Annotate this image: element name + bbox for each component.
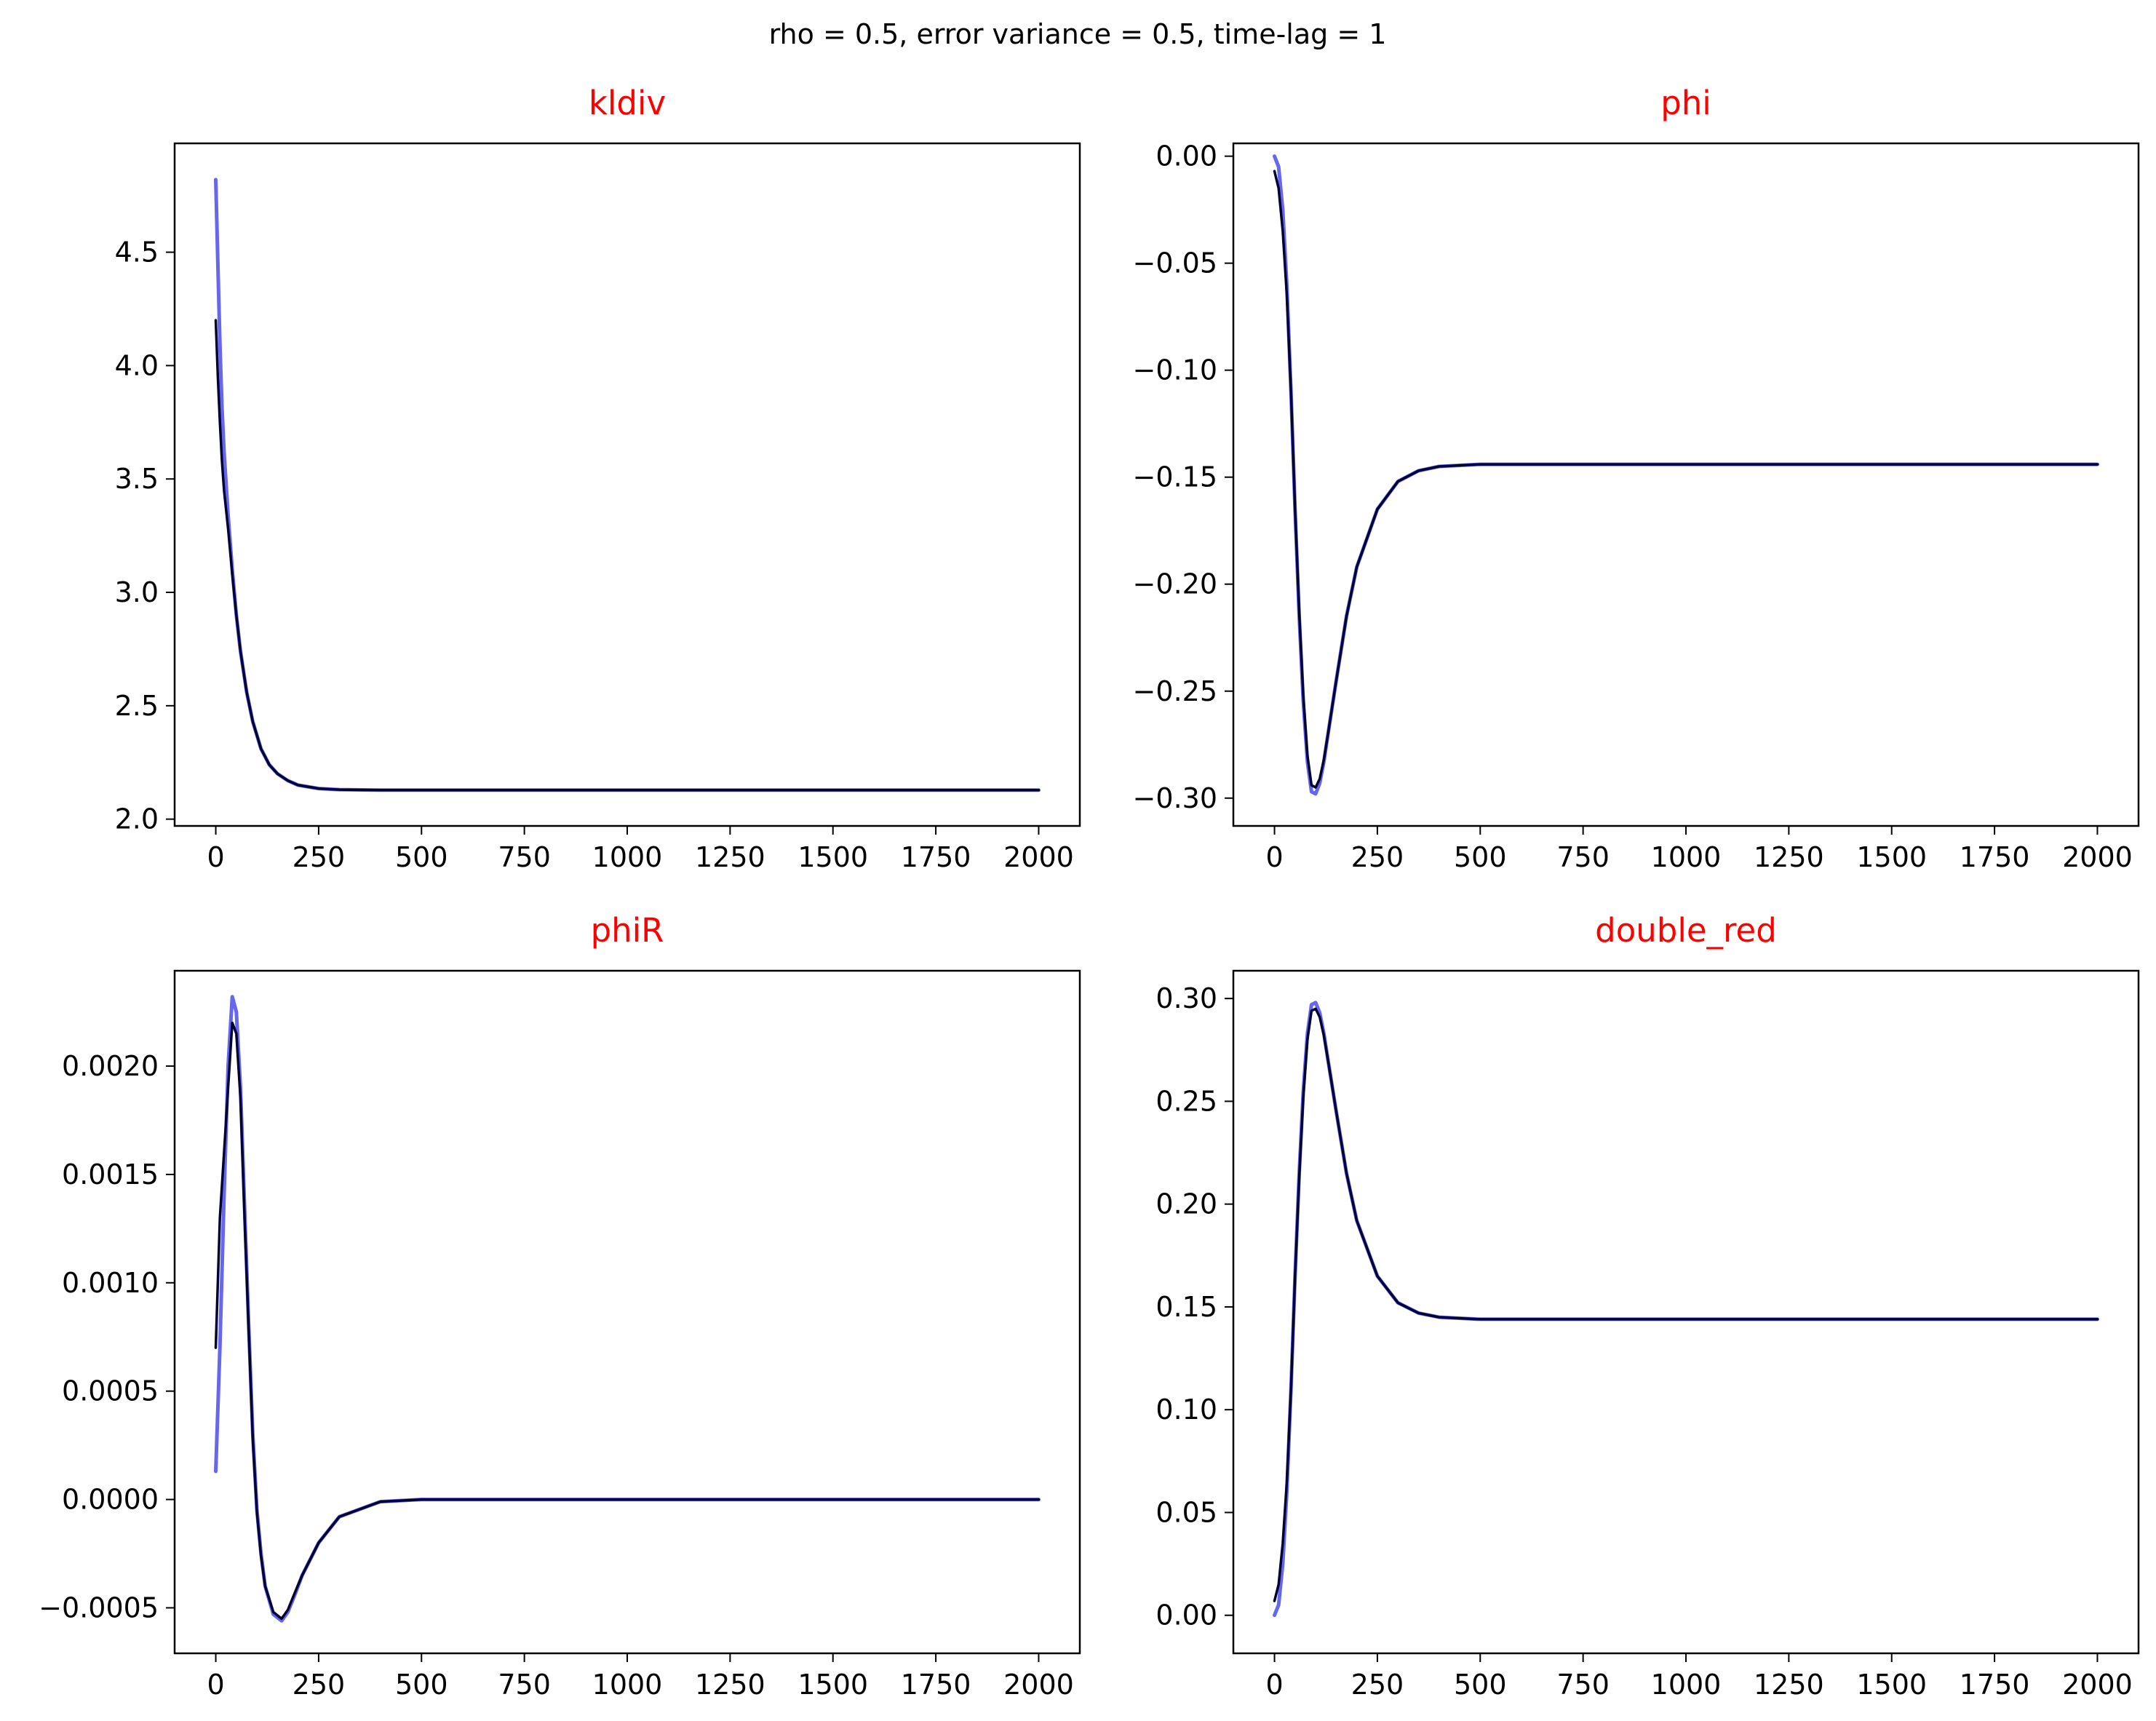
subplot-phiR: phiR 0 250 500 750 1000 1250 1500 1750 2000 −0.000…	[39, 911, 1081, 1701]
y-tick-label: −0.15	[1133, 461, 1217, 493]
x-tick-label: 0	[207, 1669, 224, 1701]
y-tick-label: −0.05	[1133, 247, 1217, 279]
x-tick-label: 1000	[592, 1669, 663, 1701]
series-line-2	[214, 319, 1041, 792]
x-tick-label: 1250	[1754, 841, 1824, 873]
y-tick-label: 0.00	[1155, 140, 1217, 172]
y-tick-label: 3.5	[115, 463, 159, 495]
x-tick-label: 1500	[1856, 1669, 1927, 1701]
x-tick-label: 1250	[695, 841, 765, 873]
y-tick-label: 4.5	[115, 237, 159, 269]
x-tick-label: 1750	[1960, 841, 2030, 873]
x-tick-label: 750	[498, 1669, 551, 1701]
x-tick-label: 1250	[695, 1669, 765, 1701]
series-line-2	[1273, 1007, 2099, 1602]
subplot-title: phiR	[591, 911, 664, 950]
x-tick-label: 1500	[797, 1669, 868, 1701]
x-tick-label: 2000	[1003, 1669, 1074, 1701]
y-tick-label: 0.30	[1155, 982, 1217, 1014]
x-tick-label: 0	[1265, 1669, 1283, 1701]
subplot-title: double_red	[1595, 911, 1777, 950]
x-tick-label: 250	[1351, 841, 1404, 873]
x-tick-label: 1500	[1856, 841, 1927, 873]
x-tick-label: 1250	[1754, 1669, 1824, 1701]
y-tick-label: 4.0	[115, 349, 159, 381]
x-tick-label: 1500	[797, 841, 868, 873]
x-tick-label: 750	[1556, 841, 1610, 873]
y-tick-label: 2.5	[115, 690, 159, 722]
figure-suptitle: rho = 0.5, error variance = 0.5, time-la…	[769, 18, 1387, 50]
subplot-title: phi	[1660, 84, 1711, 122]
x-tick-label: 1000	[1651, 841, 1722, 873]
x-tick-label: 1000	[592, 841, 663, 873]
x-tick-label: 1750	[901, 1669, 971, 1701]
y-tick-label: 0.0005	[62, 1375, 159, 1407]
subplot-double_red: double_red 0 250 500 750 1000 1250 1500 1750 2000…	[1155, 911, 2140, 1701]
x-tick-label: 2000	[2062, 841, 2133, 873]
y-tick-label: 3.0	[115, 576, 159, 608]
y-tick-label: 0.15	[1155, 1291, 1217, 1323]
x-tick-label: 1750	[1960, 1669, 2030, 1701]
y-tick-label: 0.0000	[62, 1484, 159, 1516]
x-tick-label: 750	[1556, 1669, 1610, 1701]
subplot-title: kldiv	[589, 84, 666, 122]
x-tick-label: 2000	[2062, 1669, 2133, 1701]
x-tick-label: 500	[1454, 1669, 1507, 1701]
y-tick-label: 0.0015	[62, 1158, 159, 1191]
subplot-phi: phi 0 250 500 750 1000 1250 1500 1750 2000 0.00 −0.…	[1133, 84, 2140, 873]
x-tick-label: 1000	[1651, 1669, 1722, 1701]
x-tick-label: 250	[293, 841, 346, 873]
y-tick-label: 0.10	[1155, 1394, 1217, 1426]
series-line-2	[1273, 170, 2099, 789]
x-tick-label: 0	[1265, 841, 1283, 873]
x-tick-label: 2000	[1003, 841, 1074, 873]
series-line-2	[214, 1021, 1041, 1621]
x-tick-label: 500	[395, 841, 448, 873]
y-tick-label: 0.00	[1155, 1599, 1217, 1631]
x-tick-label: 0	[207, 841, 224, 873]
y-tick-label: −0.25	[1133, 675, 1217, 707]
subplot-grid: kldiv 0 250 500 750 1000 1250 1500 1750 2000 2.0 2.…	[39, 84, 2140, 1701]
y-tick-label: 0.0020	[62, 1050, 159, 1082]
y-tick-label: −0.0005	[39, 1591, 159, 1623]
x-tick-label: 250	[293, 1669, 346, 1701]
subplot-kldiv: kldiv 0 250 500 750 1000 1250 1500 1750 2000 2.0 2.…	[115, 84, 1081, 873]
x-tick-label: 750	[498, 841, 551, 873]
x-tick-label: 500	[1454, 841, 1507, 873]
y-tick-label: −0.20	[1133, 568, 1217, 600]
x-tick-label: 500	[395, 1669, 448, 1701]
y-tick-label: 0.20	[1155, 1188, 1217, 1220]
y-tick-label: 0.0010	[62, 1267, 159, 1299]
y-tick-label: −0.30	[1133, 782, 1217, 814]
x-tick-label: 250	[1351, 1669, 1404, 1701]
y-tick-label: 0.25	[1155, 1085, 1217, 1117]
y-tick-label: −0.10	[1133, 354, 1217, 386]
y-tick-label: 2.0	[115, 803, 159, 835]
y-tick-label: 0.05	[1155, 1496, 1217, 1528]
x-tick-label: 1750	[901, 841, 971, 873]
